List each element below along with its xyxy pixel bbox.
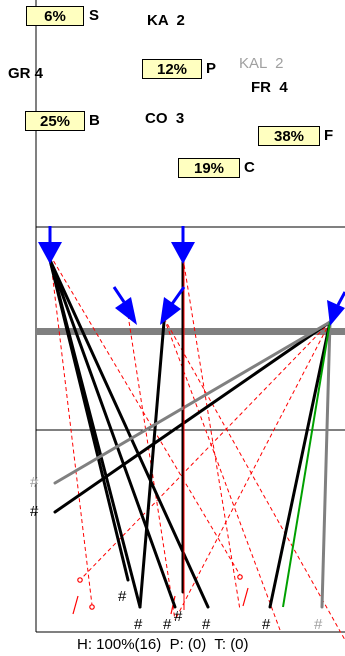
hash-marker: # bbox=[314, 616, 323, 633]
party-label: GR 4 bbox=[8, 65, 44, 82]
cue-marker bbox=[237, 574, 243, 580]
cue-tick bbox=[242, 587, 249, 607]
arrow-icon bbox=[112, 286, 137, 325]
hash-marker: # bbox=[174, 608, 183, 625]
block-letter: P bbox=[206, 60, 217, 77]
cue-markers bbox=[72, 574, 249, 615]
arrow-icon bbox=[327, 291, 345, 326]
arrow-icon bbox=[38, 226, 62, 264]
block-pct-box: 38% bbox=[258, 126, 320, 146]
cue-line bbox=[49, 254, 241, 576]
block-letter: C bbox=[244, 159, 255, 176]
arrow-icon bbox=[160, 286, 186, 325]
block-letter: S bbox=[89, 7, 100, 24]
cue-line bbox=[182, 257, 241, 611]
hash-marker: # bbox=[163, 616, 172, 633]
shot-line bbox=[138, 320, 166, 609]
shot-line bbox=[53, 320, 332, 514]
block-pct-box: 12% bbox=[142, 59, 202, 79]
cue-tick bbox=[72, 595, 79, 615]
hash-marker: # bbox=[118, 588, 127, 605]
party-label: CO 3 bbox=[145, 110, 185, 127]
hash-marker: # bbox=[202, 616, 211, 633]
shot-line bbox=[268, 320, 332, 609]
block-pct-box: 25% bbox=[25, 111, 85, 131]
net-bar bbox=[36, 328, 345, 335]
hash-marker: # bbox=[262, 616, 271, 633]
block-pct-box: 19% bbox=[178, 158, 240, 178]
hash-marker: # bbox=[134, 616, 143, 633]
hash-marker: # bbox=[30, 474, 39, 491]
party-label: KAL 2 bbox=[239, 55, 284, 72]
party-label: KA 2 bbox=[147, 12, 185, 29]
shot-line bbox=[48, 258, 142, 609]
arrow-icon bbox=[171, 226, 195, 264]
cue-line bbox=[163, 317, 345, 641]
arrows bbox=[38, 226, 345, 326]
gray-shot-line bbox=[53, 320, 332, 485]
shot-line bbox=[48, 258, 177, 609]
cue-line bbox=[49, 254, 93, 606]
cue-line bbox=[79, 321, 331, 581]
cue-marker bbox=[89, 604, 95, 610]
status-line: H: 100%(16) P: (0) T: (0) bbox=[77, 636, 249, 653]
cue-line bbox=[163, 317, 281, 631]
block-letter: F bbox=[324, 127, 334, 144]
green-shot-line bbox=[282, 321, 331, 608]
hash-marker: # bbox=[30, 503, 39, 520]
shot-lines bbox=[48, 256, 332, 609]
cue-marker bbox=[77, 577, 83, 583]
block-pct-box: 6% bbox=[26, 6, 84, 26]
gray-shot-line bbox=[320, 320, 332, 609]
block-letter: B bbox=[89, 112, 100, 129]
party-label: FR 4 bbox=[251, 79, 288, 96]
